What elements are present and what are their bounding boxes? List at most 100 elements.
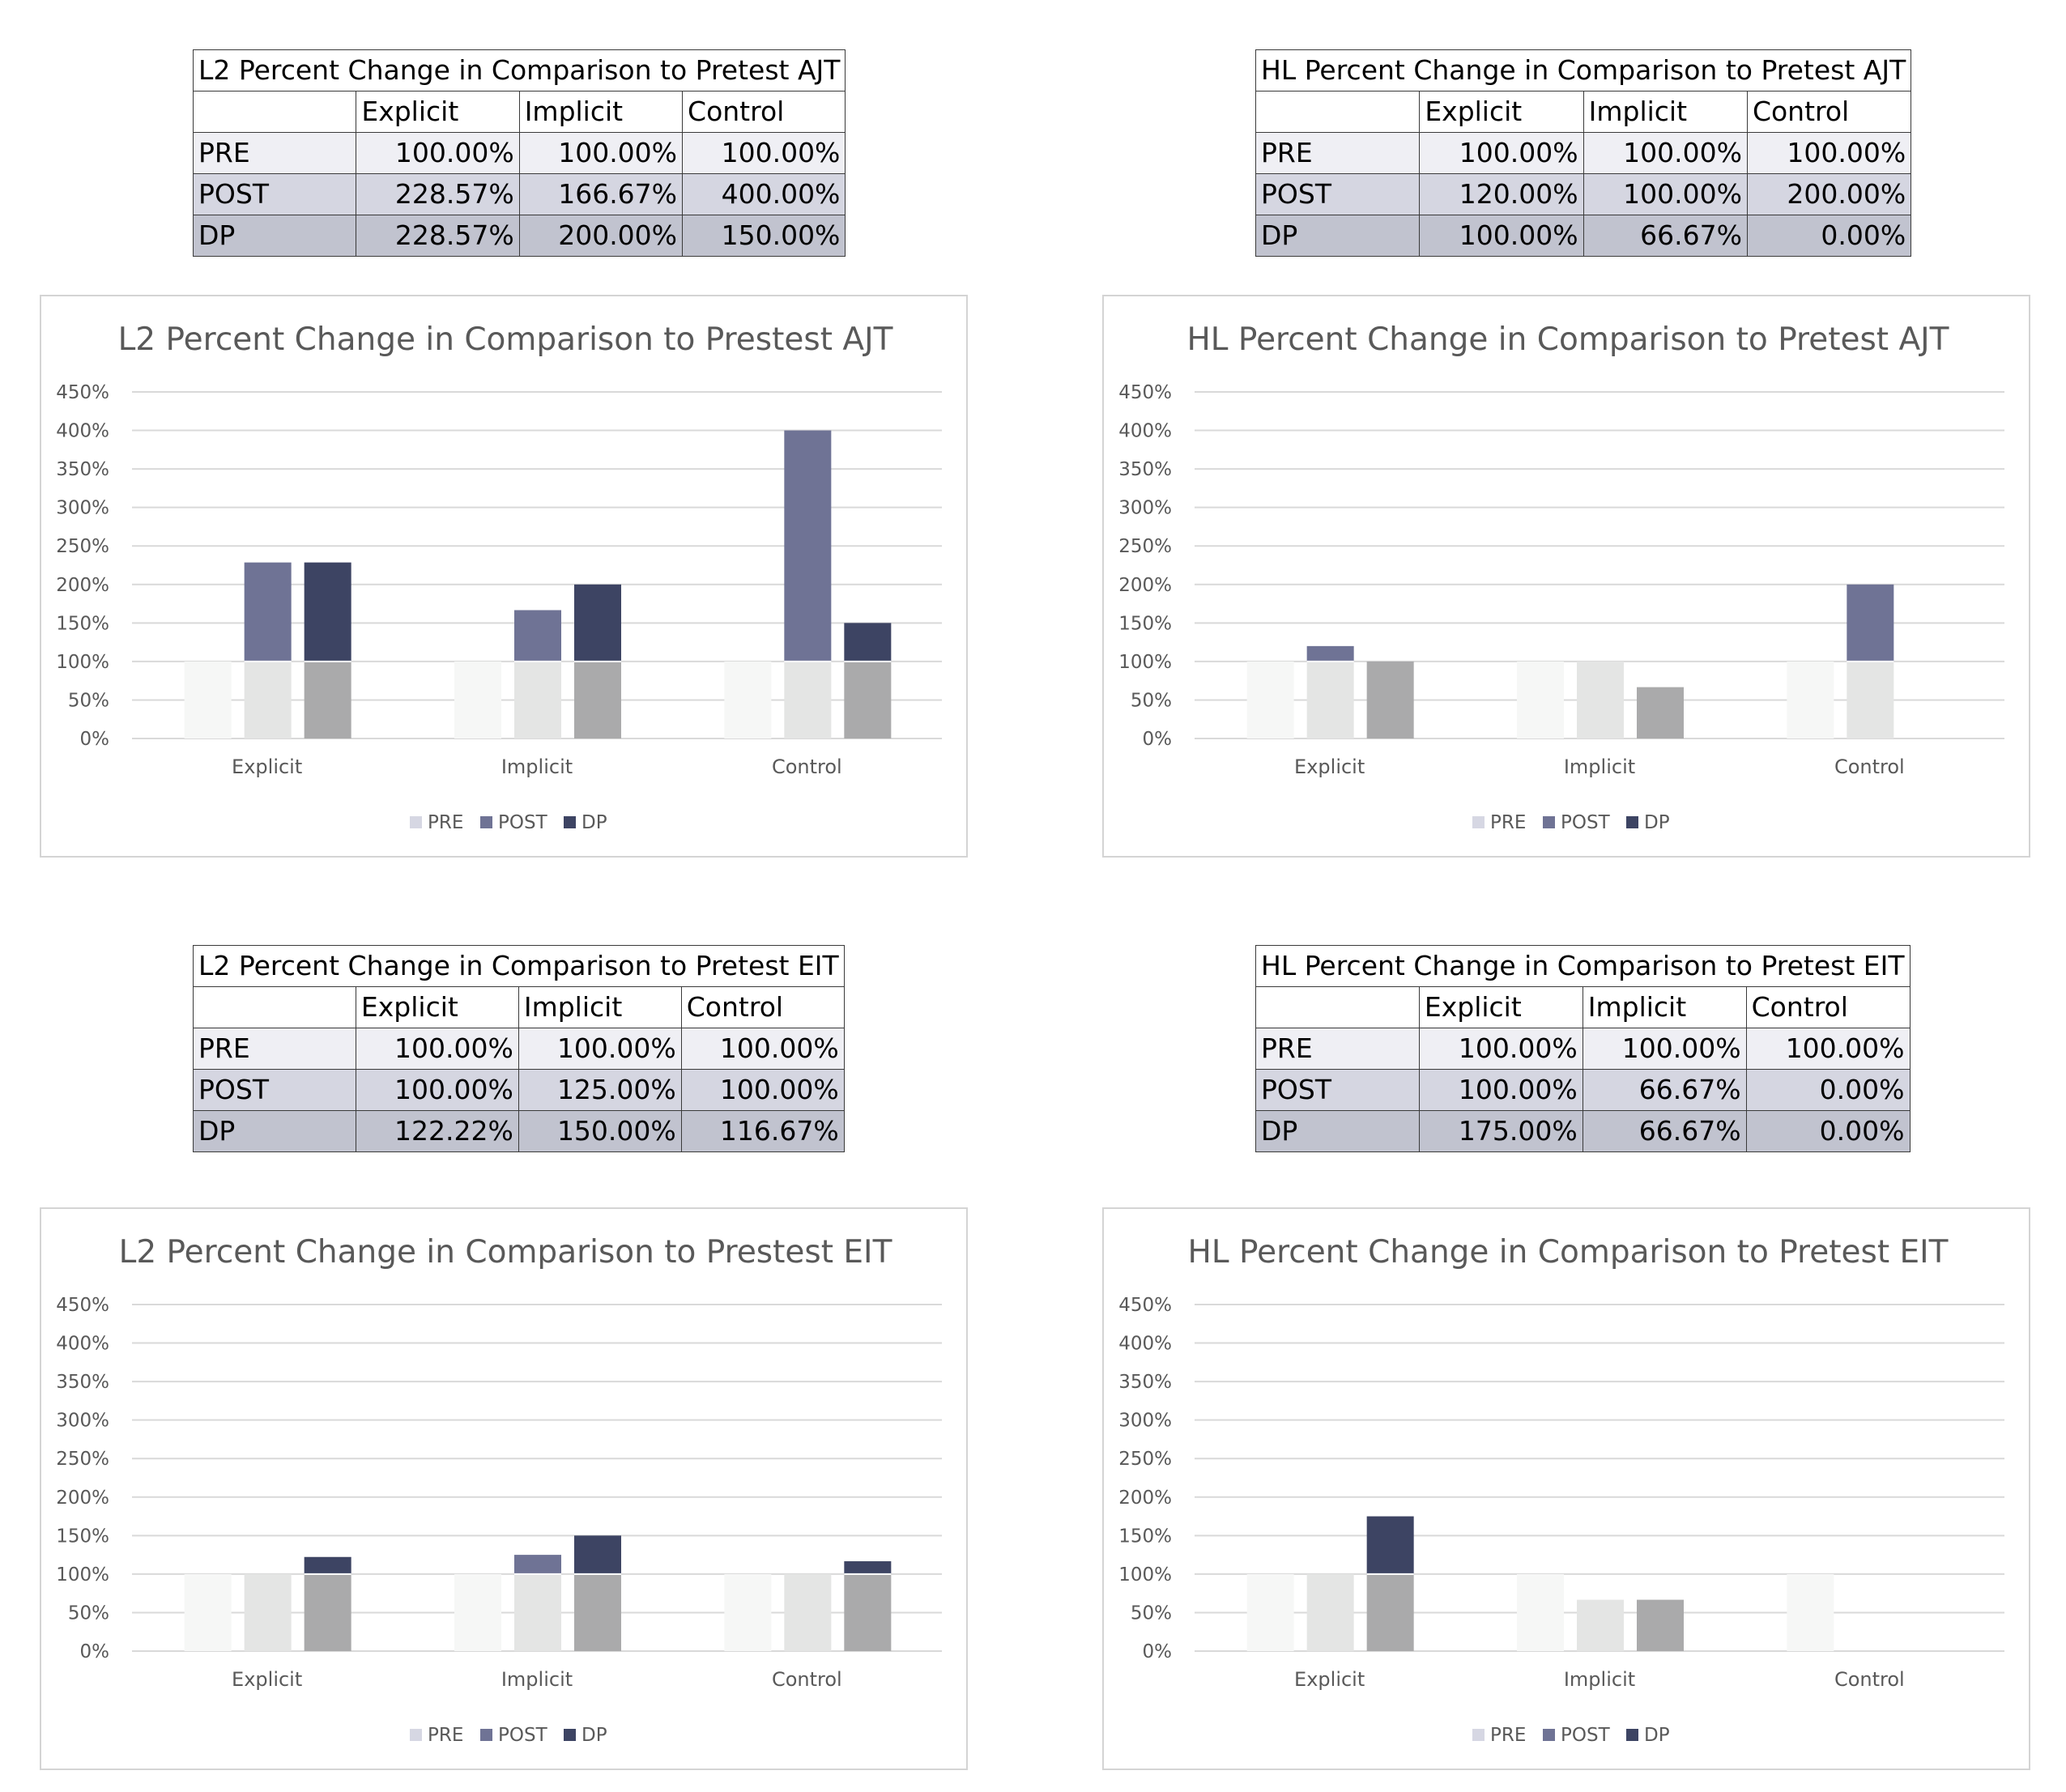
y-tick-label: 450% — [56, 382, 109, 403]
table-cell: 175.00% — [1418, 1110, 1583, 1152]
legend-swatch — [410, 1729, 422, 1741]
bar-dp-implicit — [574, 661, 621, 739]
y-tick-label: 100% — [1118, 652, 1172, 673]
table-cell: 100.00% — [1418, 1069, 1583, 1111]
table-row-label: DP — [193, 1110, 356, 1152]
table-cell: 166.67% — [518, 173, 684, 215]
bar-pre-explicit — [1246, 661, 1294, 739]
legend-swatch — [480, 816, 492, 828]
y-tick-label: 0% — [80, 1641, 110, 1662]
y-tick-label: 300% — [56, 498, 109, 519]
table-column-header: Control — [682, 91, 846, 133]
table-column-header: Control — [1745, 986, 1911, 1028]
y-tick-label: 50% — [1131, 1603, 1172, 1624]
table-cell: 100.00% — [682, 132, 846, 174]
legend-swatch — [564, 816, 576, 828]
table-row: POST 100.00% 125.00% 100.00% — [193, 1069, 845, 1111]
table-row-label: POST — [192, 173, 357, 215]
table-cell: 100.00% — [1419, 215, 1584, 257]
y-tick-label: 200% — [56, 1488, 109, 1509]
x-category-label: Control — [1834, 1668, 1905, 1691]
table-corner-cell — [1255, 986, 1420, 1028]
data-table-l2-ajt: L2 Percent Change in Comparison to Prete… — [192, 49, 846, 257]
bar-post-implicit-increase — [514, 1555, 561, 1574]
bar-post-explicit-increase — [244, 562, 292, 662]
table-cell: 0.00% — [1745, 1110, 1911, 1152]
table-cell: 116.67% — [680, 1110, 845, 1152]
table-row-label: PRE — [192, 132, 357, 174]
bar-dp-explicit — [304, 661, 351, 739]
table-column-header: Implicit — [518, 986, 682, 1028]
table-row: POST 228.57% 166.67% 400.00% — [192, 173, 846, 215]
bar-post-implicit — [514, 661, 561, 739]
x-category-label: Explicit — [232, 1668, 302, 1691]
legend-label: PRE — [1490, 812, 1526, 833]
y-tick-label: 400% — [1118, 1334, 1172, 1355]
x-category-label: Implicit — [1564, 1668, 1635, 1691]
bar-post-explicit — [1306, 1573, 1354, 1651]
table-cell: 125.00% — [518, 1069, 682, 1111]
legend-label: POST — [498, 1725, 548, 1746]
chart-l2-eit: L2 Percent Change in Comparison to Prest… — [40, 1207, 968, 1770]
bar-post-control — [784, 661, 832, 739]
chart-svg: L2 Percent Change in Comparison to Prest… — [56, 321, 942, 833]
bar-dp-control — [844, 1573, 892, 1651]
y-tick-label: 200% — [56, 575, 109, 596]
table-column-header: Explicit — [1418, 986, 1583, 1028]
bar-dp-control-increase — [844, 1561, 892, 1574]
bar-pre-explicit — [184, 1573, 232, 1651]
legend-swatch — [1472, 816, 1485, 828]
y-tick-label: 400% — [56, 421, 109, 442]
table-column-header: Implicit — [1583, 91, 1748, 133]
table-row: DP 228.57% 200.00% 150.00% — [192, 215, 846, 257]
table-cell: 0.00% — [1745, 1069, 1911, 1111]
table-row: DP 100.00% 66.67% 0.00% — [1255, 215, 1912, 257]
x-category-label: Explicit — [232, 756, 302, 778]
bar-pre-explicit — [184, 661, 232, 739]
y-tick-label: 350% — [1118, 1372, 1172, 1393]
table-cell: 66.67% — [1582, 1069, 1747, 1111]
table-cell: 100.00% — [1583, 173, 1748, 215]
y-tick-label: 150% — [56, 1526, 109, 1547]
data-table-l2-eit: L2 Percent Change in Comparison to Prete… — [193, 945, 845, 1152]
legend-swatch — [564, 1729, 576, 1741]
bar-post-implicit — [1577, 661, 1624, 739]
bar-pre-implicit — [1517, 1573, 1564, 1651]
y-tick-label: 50% — [68, 690, 109, 711]
table-cell: 100.00% — [680, 1028, 845, 1070]
bar-post-control-increase — [784, 430, 832, 662]
table-cell: 200.00% — [1746, 173, 1912, 215]
bar-post-control — [1847, 661, 1894, 739]
legend-swatch — [1472, 1729, 1485, 1741]
bar-dp-control-increase — [844, 623, 892, 662]
bar-dp-explicit-increase — [304, 562, 351, 662]
y-tick-label: 350% — [1118, 459, 1172, 480]
table-row-label: PRE — [1255, 1028, 1420, 1070]
table-cell: 100.00% — [1746, 132, 1912, 174]
y-tick-label: 450% — [1118, 382, 1172, 403]
bar-pre-implicit — [454, 661, 501, 739]
table-cell: 100.00% — [518, 132, 684, 174]
bar-post-implicit — [514, 1573, 561, 1651]
chart-svg: HL Percent Change in Comparison to Prete… — [1118, 321, 2004, 833]
chart-l2-ajt: L2 Percent Change in Comparison to Prest… — [40, 295, 968, 858]
table-title: HL Percent Change in Comparison to Prete… — [1255, 945, 1911, 987]
y-tick-label: 100% — [56, 1564, 109, 1586]
table-cell: 100.00% — [356, 132, 520, 174]
legend-label: DP — [581, 1725, 607, 1746]
chart-hl-eit: HL Percent Change in Comparison to Prete… — [1102, 1207, 2030, 1770]
table-cell: 100.00% — [1745, 1028, 1911, 1070]
legend-label: PRE — [1490, 1725, 1526, 1746]
legend-label: PRE — [428, 812, 463, 833]
table-cell: 100.00% — [1582, 1028, 1747, 1070]
table-column-header: Explicit — [355, 986, 519, 1028]
y-tick-label: 400% — [56, 1334, 109, 1355]
legend-label: DP — [1644, 1725, 1670, 1746]
y-tick-label: 50% — [1131, 690, 1172, 711]
legend-swatch — [410, 816, 422, 828]
bar-post-explicit — [244, 1573, 292, 1651]
legend-label: POST — [1561, 812, 1611, 833]
table-row-label: DP — [192, 215, 357, 257]
legend-swatch — [1626, 1729, 1638, 1741]
table-title: L2 Percent Change in Comparison to Prete… — [192, 49, 846, 92]
